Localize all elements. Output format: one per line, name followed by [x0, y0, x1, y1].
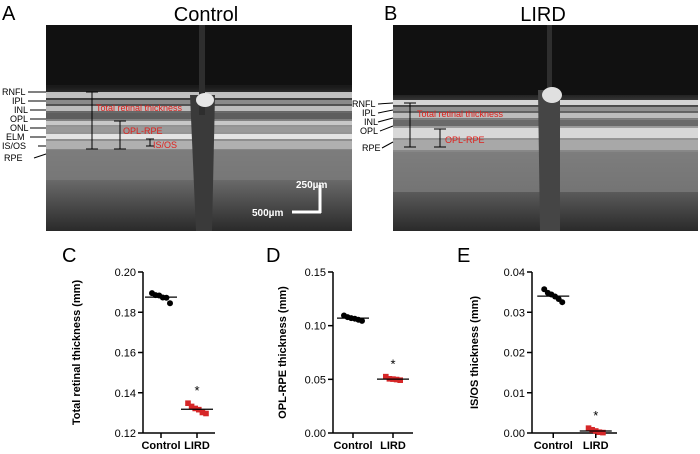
- x-tick-label: LIRD: [184, 440, 210, 452]
- x-tick-label: Control: [333, 440, 372, 452]
- data-point-lird: [596, 429, 603, 435]
- annotation-oplrpe-a: OPL-RPE: [123, 126, 163, 136]
- y-axis-label: Total retinal thickness (mm): [71, 280, 83, 426]
- y-tick-label: 0.15: [305, 267, 326, 279]
- data-point-lird: [585, 425, 592, 431]
- panel-letter: C: [62, 245, 76, 267]
- annotation-total-b: Total retinal thickness: [417, 109, 504, 119]
- x-tick-label: Control: [141, 440, 180, 452]
- data-point-control: [163, 294, 170, 301]
- layer-label: RPE: [362, 143, 381, 153]
- y-tick-label: 0.04: [504, 267, 525, 279]
- data-point-lird: [397, 377, 403, 383]
- layer-label: RNFL: [352, 99, 376, 109]
- y-tick-label: 0.20: [115, 267, 136, 279]
- y-axis-label: OPL-RPE thickness (mm): [277, 286, 289, 419]
- layer-label: ELM: [6, 132, 25, 142]
- data-point-lird: [203, 410, 209, 417]
- chart-panel-c: C Total retinal thickness (mm) 0.12 0.14 0.1…: [62, 245, 215, 452]
- data-point-lird: [188, 403, 195, 410]
- layer-label: OPL: [10, 114, 28, 124]
- y-axis-label: IS/OS thickness (mm): [469, 296, 481, 409]
- data-point-lird: [192, 405, 198, 412]
- layer-label: ONL: [10, 123, 29, 133]
- x-tick-label: LIRD: [583, 440, 609, 452]
- data-point-lird: [185, 400, 191, 407]
- layer-label: INL: [364, 117, 378, 127]
- annotation-oplrpe-b: OPL-RPE: [445, 135, 485, 145]
- layer-label: IPL: [12, 96, 26, 106]
- layer-labels-a: RNFL IPL INL OPL ONL ELM IS/OS RPE: [2, 87, 47, 163]
- significance-marker: *: [194, 383, 199, 398]
- y-tick-label: 0.03: [504, 307, 525, 319]
- annotation-total-a: Total retinal thickness: [96, 103, 183, 113]
- data-point-control: [559, 299, 566, 306]
- panel-letter: D: [266, 245, 280, 267]
- layer-label: INL: [14, 105, 28, 115]
- scale-horizontal-label: 500µm: [252, 208, 283, 219]
- layer-label: IS/OS: [2, 141, 26, 151]
- y-tick-label: 0.02: [504, 348, 525, 360]
- x-tick-label: LIRD: [380, 440, 406, 452]
- y-tick-label: 0.00: [305, 428, 326, 440]
- significance-marker: *: [593, 408, 598, 423]
- y-tick-label: 0.00: [504, 428, 525, 440]
- y-tick-label: 0.16: [115, 348, 136, 360]
- layer-label: RPE: [4, 153, 23, 163]
- layer-labels-b: RNFL IPL INL OPL RPE: [352, 99, 394, 153]
- data-point-lird: [600, 429, 606, 436]
- chart-panel-e: E IS/OS thickness (mm) 0.00 0.01 0.02 0.03 0.0…: [457, 245, 617, 452]
- annotation-isos-a: IS/OS: [153, 140, 177, 150]
- oct-image-lird: [393, 25, 698, 231]
- chart-panel-d: D OPL-RPE thickness (mm) 0.00 0.05 0.10 0.15 C…: [266, 245, 413, 452]
- panel-a-title: Control: [174, 4, 238, 26]
- data-point-lird: [199, 409, 206, 416]
- layer-label: IPL: [362, 108, 376, 118]
- charts: C Total retinal thickness (mm) 0.12 0.14 0.1…: [62, 245, 617, 452]
- panel-a: A Control 250µm 500µm R: [2, 3, 352, 231]
- data-point-control: [359, 317, 365, 324]
- panel-b: B LIRD RNFL IPL INL OPL RPE: [352, 3, 698, 231]
- data-point-lird: [383, 373, 389, 380]
- y-tick-label: 0.01: [504, 388, 525, 400]
- annotations-b: [404, 102, 446, 148]
- layer-label: RNFL: [2, 87, 26, 97]
- y-tick-label: 0.14: [115, 388, 136, 400]
- panel-a-letter: A: [2, 3, 16, 25]
- data-point-control: [167, 300, 173, 307]
- data-point-lird: [589, 426, 595, 433]
- y-tick-label: 0.18: [115, 307, 136, 319]
- y-tick-label: 0.05: [305, 374, 326, 386]
- y-tick-label: 0.12: [115, 428, 136, 440]
- x-tick-label: Control: [534, 440, 573, 452]
- significance-marker: *: [390, 357, 395, 372]
- panel-b-letter: B: [384, 3, 397, 25]
- annotations-a: [86, 91, 154, 150]
- scale-vertical-label: 250µm: [296, 180, 327, 191]
- layer-label: OPL: [360, 126, 378, 136]
- panel-b-title: LIRD: [520, 4, 566, 26]
- panel-letter: E: [457, 245, 470, 267]
- oct-image-control: 250µm 500µm: [46, 25, 352, 231]
- y-tick-label: 0.10: [305, 321, 326, 333]
